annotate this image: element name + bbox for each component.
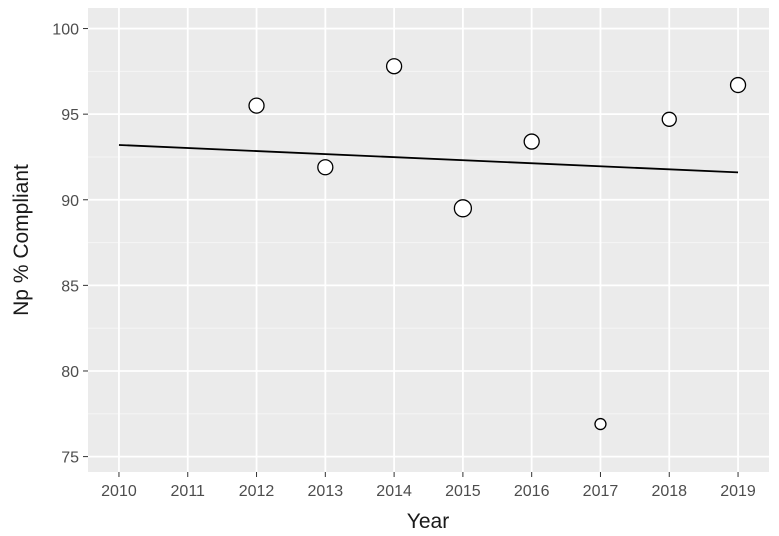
- x-tick-label: 2018: [651, 483, 687, 500]
- x-axis-title: Year: [407, 510, 449, 533]
- data-point: [385, 58, 403, 75]
- data-point: [661, 111, 677, 127]
- data-point: [248, 97, 265, 114]
- y-tick-label: 95: [61, 107, 79, 124]
- y-axis-title: Np % Compliant: [10, 164, 33, 316]
- data-point: [453, 199, 473, 218]
- grid-lines: [88, 8, 769, 472]
- data-point: [523, 133, 540, 150]
- data-point: [594, 417, 607, 431]
- data-points: [248, 58, 747, 431]
- x-tick-label: 2012: [239, 483, 275, 500]
- x-tick-label: 2016: [514, 483, 550, 500]
- x-tick-label: 2011: [171, 483, 206, 500]
- x-tick-label: 2017: [583, 483, 619, 500]
- data-point: [317, 159, 334, 176]
- x-axis: 2010 2011 2012 2013 2014 2015 2016 2017 2018 2019: [101, 472, 756, 500]
- y-tick-label: 90: [61, 193, 79, 210]
- y-tick-label: 80: [61, 364, 79, 381]
- trend-line: [118, 144, 739, 174]
- plot-panel: [88, 8, 769, 472]
- x-tick-label: 2015: [445, 483, 481, 500]
- data-point: [729, 76, 747, 94]
- x-tick-label: 2010: [101, 483, 137, 500]
- y-axis: 75 80 85 90 95 100: [52, 22, 88, 467]
- y-tick-label: 100: [52, 22, 79, 39]
- x-tick-label: 2013: [308, 483, 344, 500]
- x-tick-label: 2014: [376, 483, 412, 500]
- y-tick-label: 85: [61, 278, 79, 295]
- y-tick-label: 75: [61, 450, 79, 467]
- trend-line-group: [118, 144, 739, 174]
- x-tick-label: 2019: [720, 483, 756, 500]
